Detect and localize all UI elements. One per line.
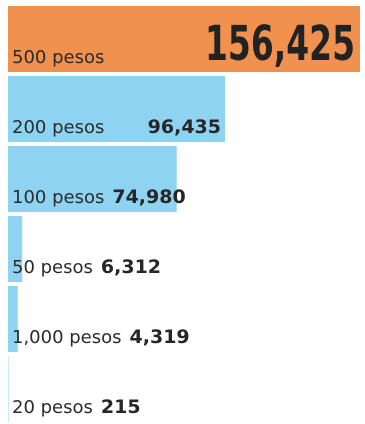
bar-label-1-000-pesos: 1,000 pesos bbox=[12, 327, 122, 348]
bar-value-500-pesos: 156,425 bbox=[205, 16, 355, 72]
bar-value-20-pesos: 215 bbox=[101, 396, 141, 418]
bar-row-200-pesos: 200 pesos 96,435 bbox=[8, 76, 226, 142]
bar-label-20-pesos: 20 pesos bbox=[12, 397, 93, 418]
bar-100-pesos bbox=[8, 146, 177, 212]
bar-row-50-pesos: 50 pesos 6,312 bbox=[8, 216, 161, 282]
bar-label-50-pesos: 50 pesos bbox=[12, 257, 93, 278]
bar-row-20-pesos: 20 pesos 215 bbox=[8, 356, 141, 422]
bar-row-500-pesos: 500 pesos 156,425 bbox=[8, 6, 360, 72]
bar-label-100-pesos: 100 pesos bbox=[12, 187, 104, 208]
bar-value-50-pesos: 6,312 bbox=[101, 256, 161, 278]
bar-label-500-pesos: 500 pesos bbox=[12, 47, 104, 68]
bar-200-pesos bbox=[8, 76, 226, 142]
bar-500-pesos bbox=[8, 6, 360, 72]
bar-row-1-000-pesos: 1,000 pesos 4,319 bbox=[8, 286, 190, 352]
bar-1-000-pesos bbox=[8, 286, 18, 352]
bar-value-100-pesos: 74,980 bbox=[112, 186, 185, 208]
bar-label-200-pesos: 200 pesos bbox=[12, 117, 104, 138]
bar-value-200-pesos: 96,435 bbox=[148, 116, 221, 138]
bar-50-pesos bbox=[8, 216, 23, 282]
bar-row-100-pesos: 100 pesos 74,980 bbox=[8, 146, 186, 212]
bar-value-1-000-pesos: 4,319 bbox=[130, 326, 190, 348]
